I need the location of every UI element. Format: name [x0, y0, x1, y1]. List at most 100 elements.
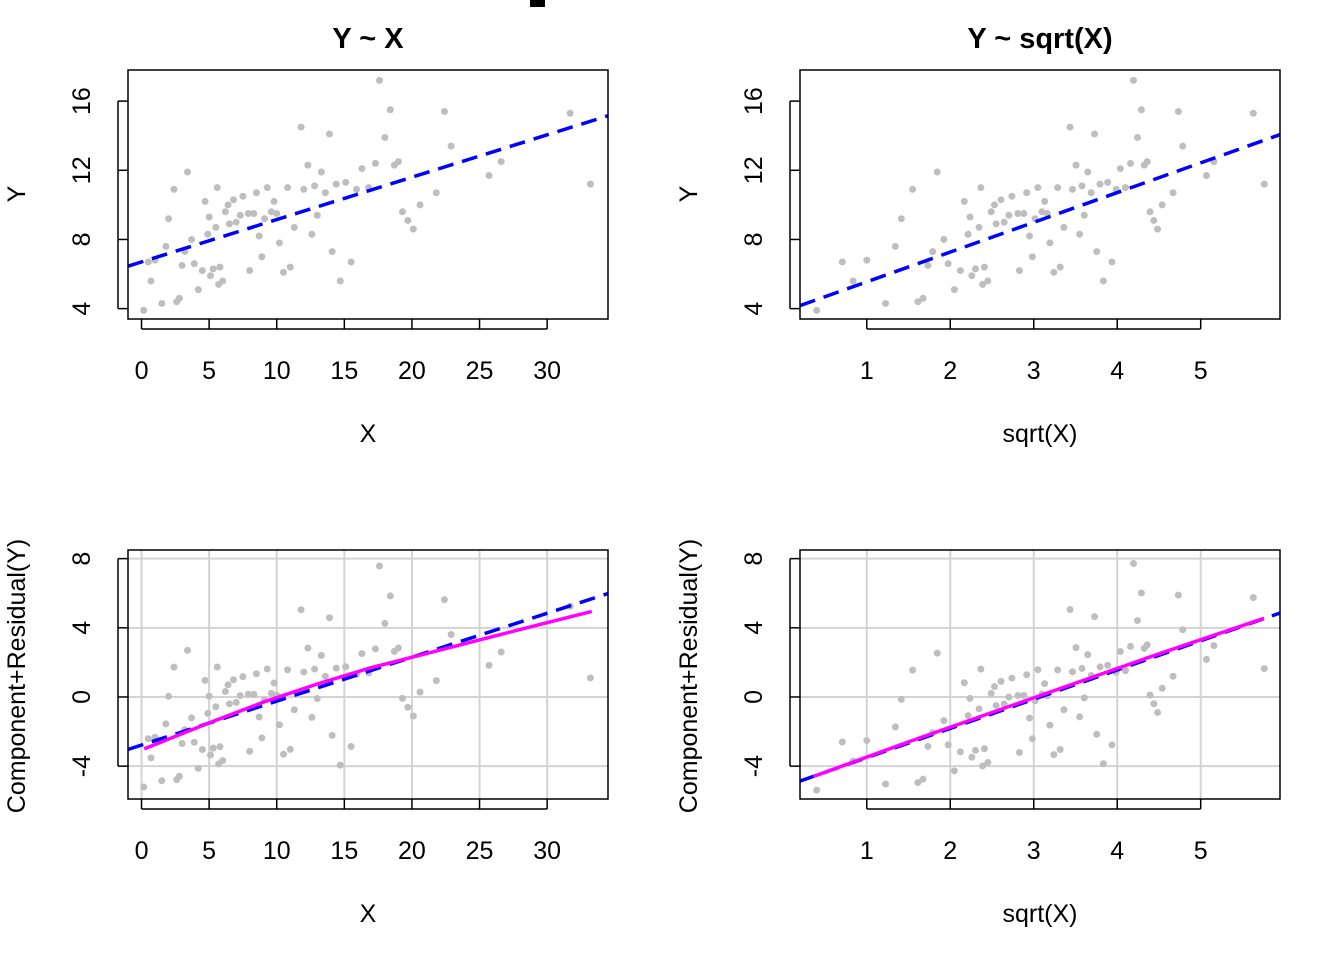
grid-layer	[800, 550, 1280, 799]
regression-line	[800, 132, 1280, 308]
data-point	[1084, 651, 1092, 659]
data-point	[975, 705, 983, 713]
data-point	[229, 676, 237, 684]
data-point	[255, 232, 263, 240]
data-point	[386, 592, 394, 600]
data-point	[267, 208, 275, 216]
lines-layer	[800, 132, 1280, 308]
data-point	[239, 192, 247, 200]
data-point	[1080, 694, 1088, 702]
data-point	[1091, 613, 1099, 621]
data-point	[1104, 661, 1112, 669]
data-point	[1174, 591, 1182, 599]
data-point	[924, 742, 932, 750]
data-point	[1050, 268, 1058, 276]
data-point	[987, 689, 995, 697]
plot-frame	[127, 69, 609, 320]
data-point	[838, 738, 846, 746]
data-point	[432, 677, 440, 685]
data-point	[284, 666, 292, 674]
x-tick-label: 30	[533, 837, 561, 865]
y-tick-label: 8	[68, 552, 96, 566]
data-point	[258, 253, 266, 261]
data-point	[147, 277, 155, 285]
data-point	[206, 751, 214, 759]
y-tick-label: 4	[740, 302, 768, 316]
data-point	[332, 664, 340, 672]
y-tick-label: 16	[740, 87, 768, 115]
data-point	[990, 683, 998, 691]
data-point	[183, 168, 191, 176]
data-point	[933, 649, 941, 657]
data-point	[183, 646, 191, 654]
data-point	[964, 712, 972, 720]
x-tick-label: 3	[1027, 357, 1041, 385]
ticks-layer: 0 5 10 15 20 25 30 -4 0 4 8	[68, 552, 561, 865]
data-point	[813, 306, 821, 314]
data-point	[212, 223, 220, 231]
data-point	[1210, 642, 1218, 650]
data-point	[497, 648, 505, 656]
data-point	[371, 159, 379, 167]
clipped-outer-title	[530, 0, 545, 7]
data-point	[849, 277, 857, 285]
data-point	[158, 777, 166, 785]
data-point	[929, 248, 937, 256]
data-point	[977, 184, 985, 192]
data-point	[255, 713, 263, 721]
data-point	[1015, 267, 1023, 275]
data-point	[279, 268, 287, 276]
points-layer	[140, 562, 594, 791]
data-point	[261, 215, 269, 223]
data-point	[1158, 684, 1166, 692]
data-point	[205, 692, 213, 700]
panel-y-vs-x: Y ~ X 0 5 10 15 20 25 30 4 8 12 16 X Y	[3, 23, 609, 448]
data-point	[1133, 617, 1141, 625]
data-point	[1091, 130, 1099, 138]
data-point	[1056, 263, 1064, 271]
data-point	[1169, 189, 1177, 197]
data-point	[1093, 730, 1101, 738]
data-point	[979, 762, 987, 770]
data-point	[1179, 626, 1187, 634]
data-point	[409, 712, 417, 720]
data-point	[194, 286, 202, 294]
x-tick-label: 1	[860, 357, 874, 385]
data-point	[1008, 674, 1016, 682]
data-point	[1028, 253, 1036, 261]
data-point	[311, 665, 319, 673]
data-point	[198, 745, 206, 753]
data-point	[977, 665, 985, 673]
data-point	[1026, 232, 1034, 240]
data-point	[1034, 666, 1042, 674]
data-point	[275, 239, 283, 247]
x-tick-label: 25	[466, 357, 494, 385]
data-point	[198, 267, 206, 275]
data-point	[1249, 594, 1257, 602]
data-point	[204, 709, 212, 717]
panel-component-residual-x: 0 5 10 15 20 25 30 -4 0 4 8 X Component+Residual(Y…	[3, 539, 609, 928]
plot-frame	[799, 69, 1281, 320]
data-point	[1015, 749, 1023, 757]
data-point	[909, 666, 917, 674]
data-point	[1054, 666, 1062, 674]
data-point	[188, 714, 196, 722]
data-point	[1174, 108, 1182, 115]
y-tick-label: 12	[740, 156, 768, 184]
data-point	[1150, 216, 1158, 224]
data-point	[201, 676, 209, 684]
data-point	[1099, 277, 1107, 285]
data-point	[317, 168, 325, 176]
data-point	[1202, 655, 1210, 663]
data-point	[1041, 680, 1049, 688]
data-point	[1028, 735, 1036, 743]
data-point	[940, 235, 948, 243]
y-tick-label: 4	[68, 621, 96, 635]
x-tick-label: 20	[398, 837, 426, 865]
data-point	[909, 185, 917, 193]
data-point	[1169, 672, 1177, 680]
data-point	[304, 644, 312, 652]
data-point	[244, 210, 252, 218]
data-point	[956, 748, 964, 756]
